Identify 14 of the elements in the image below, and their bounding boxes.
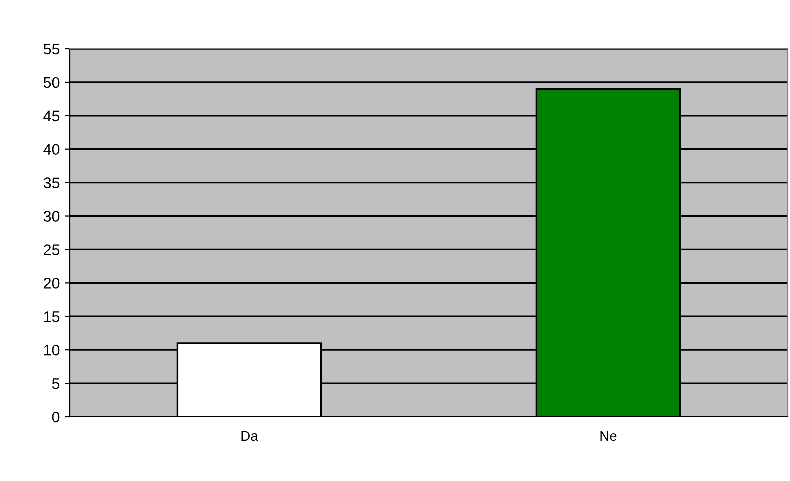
y-tick-label: 30: [44, 211, 60, 222]
y-tick-label: 20: [44, 278, 60, 289]
y-tick-label: 25: [44, 244, 60, 256]
x-tick-label: Da: [242, 431, 258, 442]
y-tick-label: 10: [44, 344, 60, 356]
y-tick-label: 15: [44, 312, 60, 322]
y-tick-label: 5: [52, 378, 60, 390]
y-tick-label: 40: [44, 144, 60, 156]
y-tick-label: 50: [44, 77, 60, 88]
y-tick-label: 35: [44, 178, 60, 189]
y-tick-label: 55: [44, 44, 60, 55]
x-tick-label: Ne: [600, 431, 617, 442]
y-tick-label: 0: [52, 412, 60, 423]
y-tick-label: 45: [44, 110, 60, 122]
